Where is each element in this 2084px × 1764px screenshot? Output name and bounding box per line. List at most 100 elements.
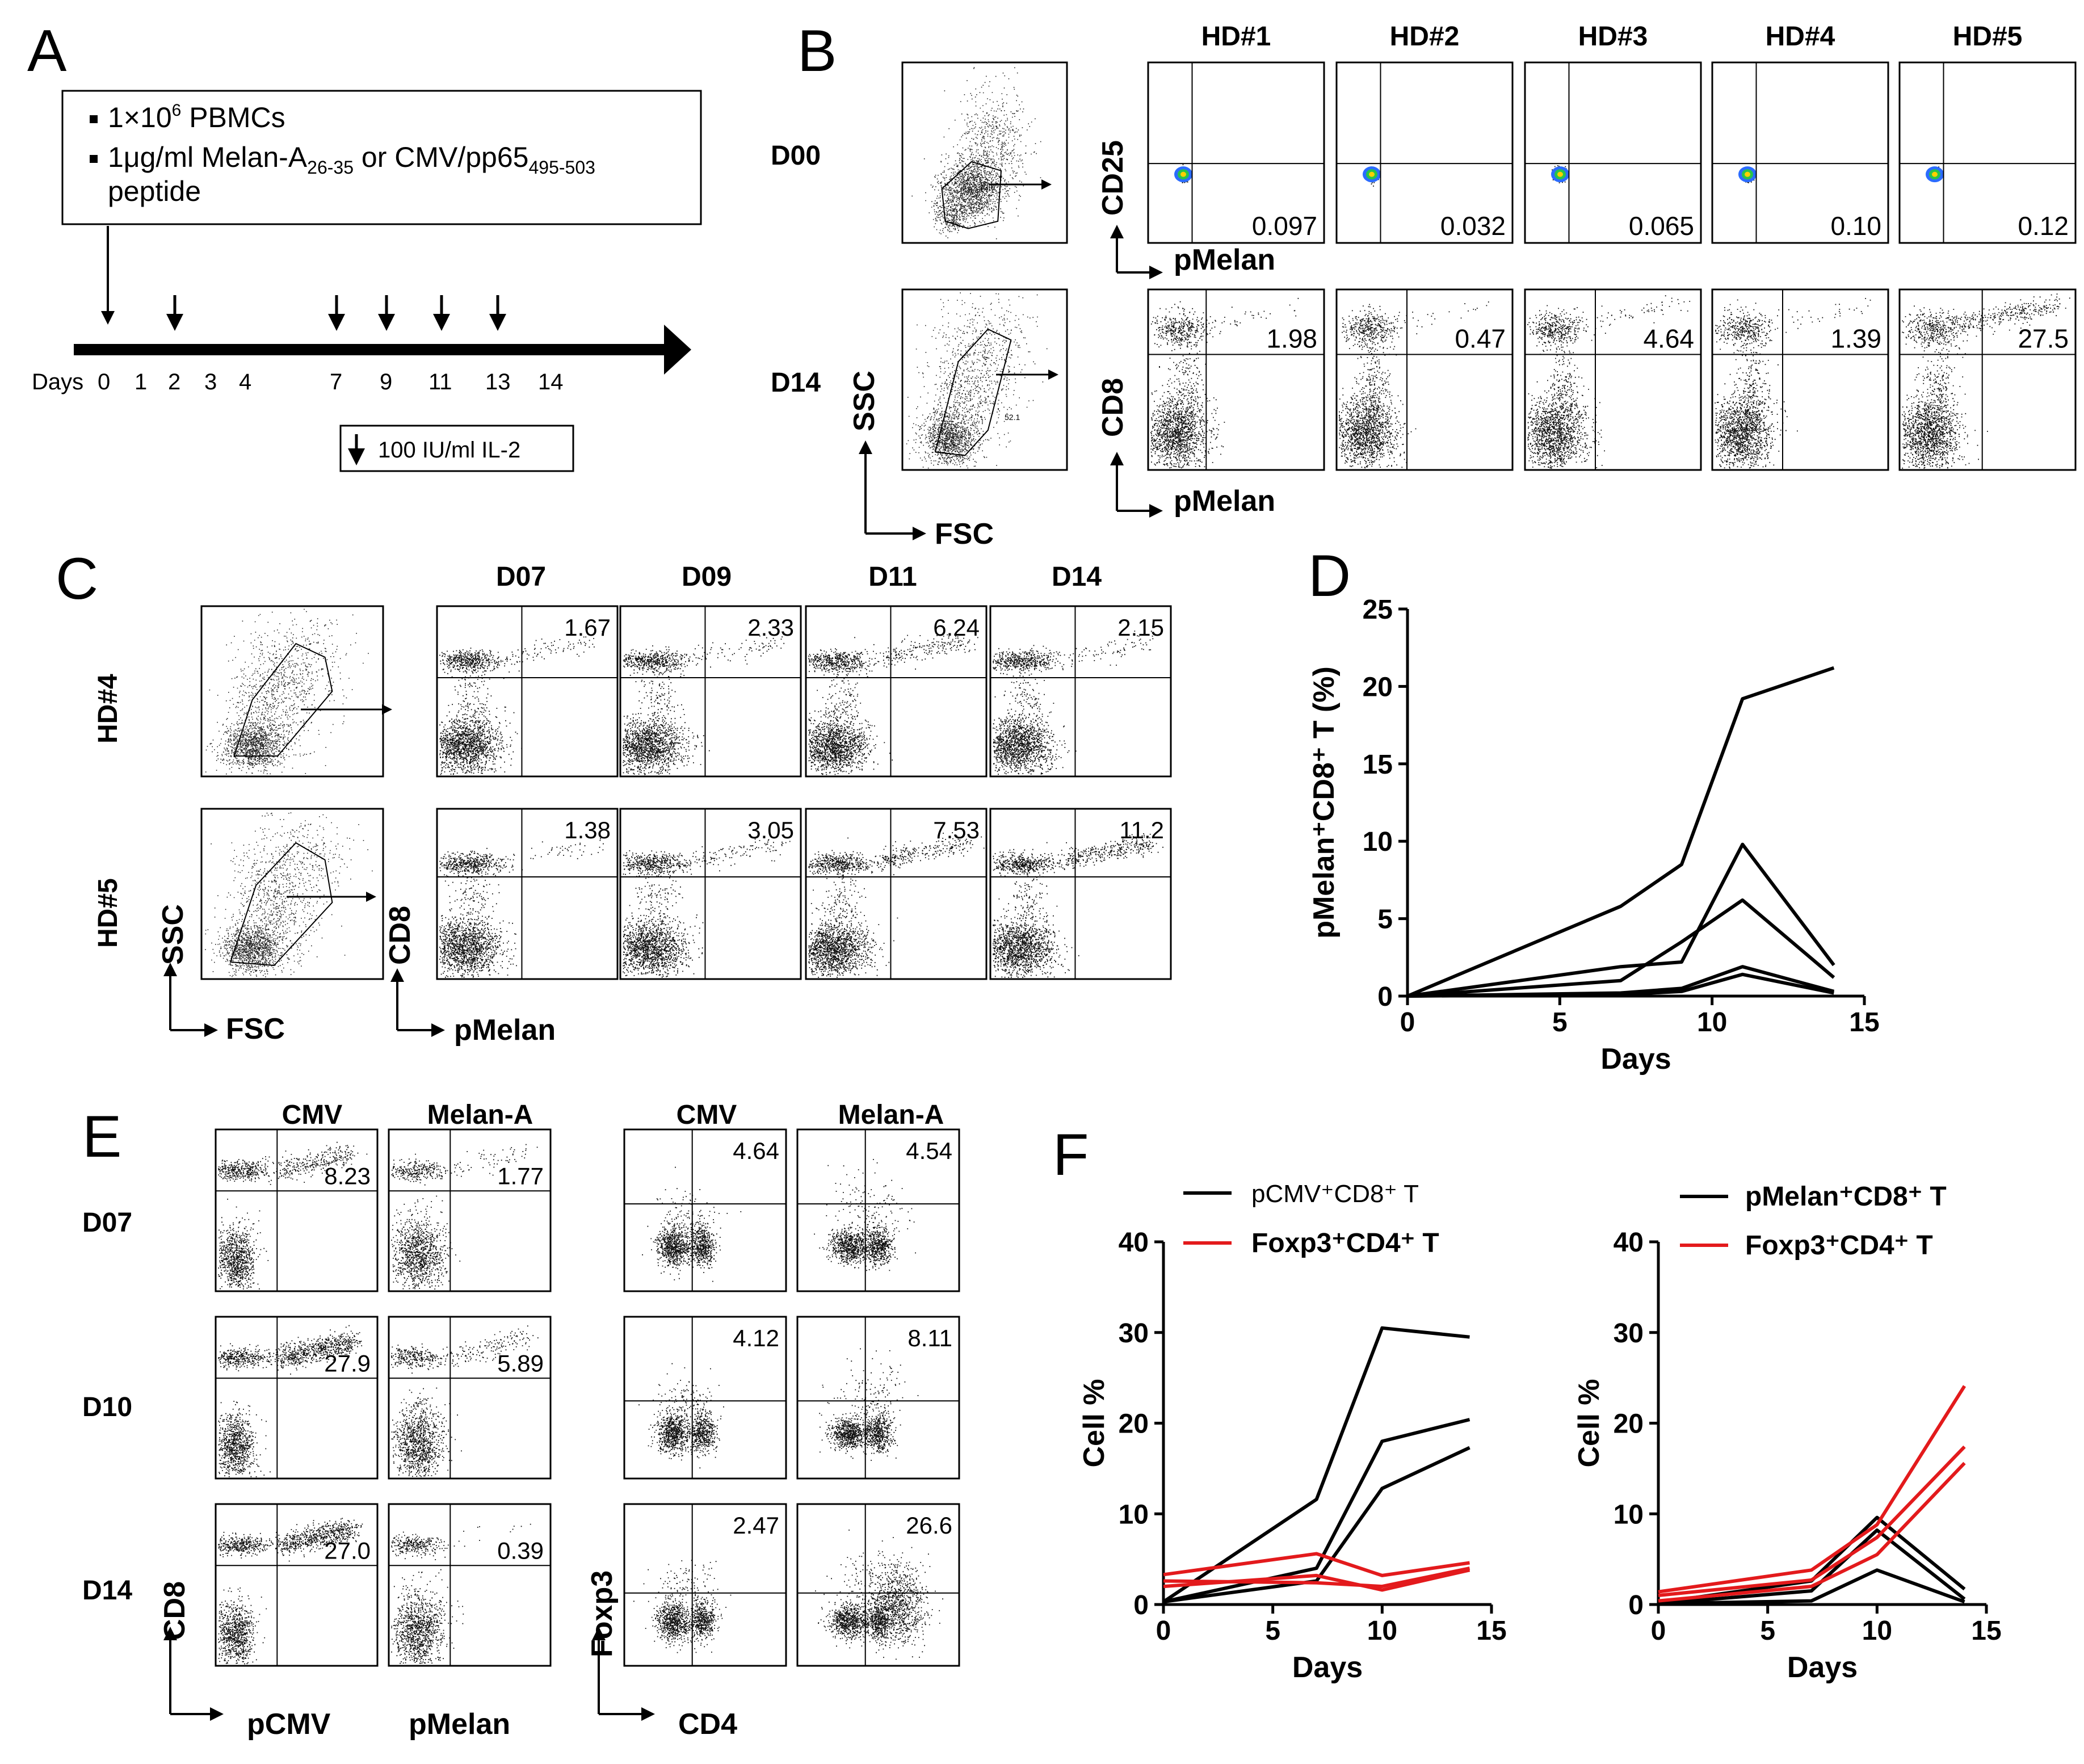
- legend-label: Foxp3⁺CD4⁺ T: [1745, 1230, 1933, 1261]
- col-header: CMV: [677, 1100, 737, 1130]
- days-label: Days: [32, 369, 83, 394]
- series-line: [1407, 898, 1835, 998]
- x-tick-label: 15: [1849, 1007, 1879, 1038]
- y-tick-label: 0: [1377, 982, 1393, 1012]
- ssc-axis-label: SSC: [157, 904, 190, 965]
- flow-plot: 4.64: [1524, 288, 1702, 471]
- fsc-ssc-plot-d00: [901, 61, 1068, 244]
- flow-plot: 27.9: [215, 1316, 379, 1480]
- density-blob: [1369, 171, 1375, 177]
- flow-plot: 0.065: [1524, 61, 1702, 244]
- plot-frame: [388, 1503, 552, 1667]
- il2-arrows: [166, 295, 506, 331]
- y-tick-label: 40: [1119, 1228, 1149, 1258]
- day-label: 14: [538, 369, 564, 394]
- flow-plot: 1.98: [1147, 288, 1325, 471]
- chart-f-left: 0 5 10 15 0 10 20 30 40 Days Cell %: [1078, 1228, 1507, 1684]
- quadrant-value: 27.9: [324, 1350, 371, 1376]
- quadrant-value: 2.33: [747, 614, 794, 641]
- series-line: [1163, 1418, 1470, 1604]
- y-tick-label: 30: [1614, 1318, 1644, 1349]
- panel-c: C HD#4 HD#5 D07 D09 D11 D14 SSC FSC 1.67…: [56, 546, 1172, 1047]
- day-label: 2: [168, 369, 180, 394]
- quadrant-value: 4.64: [733, 1137, 779, 1164]
- y-tick-label: 20: [1363, 672, 1393, 702]
- scatter-dots: [642, 1166, 742, 1282]
- col-header: CMV: [282, 1100, 343, 1130]
- pmelan-axis-label: pMelan: [1174, 485, 1275, 518]
- plot-frame: [623, 1503, 787, 1667]
- x-tick-label: 10: [1862, 1616, 1892, 1646]
- panel-d: D 0 5 10 15 0 5 10 15 20 25 Days pMelan⁺CD8⁺ T (%): [1308, 543, 1880, 1076]
- plot-frame: [623, 1316, 787, 1480]
- plot-frame: [1898, 61, 2077, 244]
- pmelan-axis-label: pMelan: [454, 1014, 556, 1047]
- flow-plot: 1.77: [388, 1128, 552, 1292]
- flow-plot: 0.097: [1147, 61, 1325, 244]
- y-tick-label: 0: [1628, 1590, 1644, 1620]
- series-line: [1163, 1568, 1470, 1592]
- x-tick-label: 10: [1367, 1616, 1397, 1646]
- donor-header: HD#4: [1766, 22, 1835, 52]
- quadrant-value: 0.12: [2018, 211, 2069, 241]
- gate-value: 52.1: [1005, 413, 1020, 422]
- fsc-ssc-plot-hd5: [200, 808, 384, 980]
- plot-frame: [436, 605, 619, 778]
- flow-plot: 3.05: [619, 808, 802, 980]
- y-axis-label: Cell %: [1078, 1379, 1111, 1467]
- panel-a: A 1×106 PBMCs 1μg/ml Melan-A26-35 or CMV…: [27, 18, 702, 472]
- gate-outline: [934, 328, 1012, 456]
- quadrant-value: 11.2: [1119, 817, 1164, 843]
- scatter-dots: [623, 635, 785, 775]
- x-tick-label: 5: [1760, 1616, 1775, 1646]
- y-tick-label: 10: [1363, 827, 1393, 857]
- y-tick-label: 30: [1119, 1318, 1149, 1349]
- plot-frame: [388, 1128, 552, 1292]
- quadrant-value: 4.12: [733, 1325, 779, 1351]
- flow-plot: 27.0: [215, 1503, 379, 1667]
- panel-c-label: C: [56, 546, 98, 612]
- panel-a-label: A: [27, 18, 67, 84]
- density-blob: [1745, 171, 1750, 177]
- panel-f: F pCMV⁺CD8⁺ T Foxp3⁺CD4⁺ T pMelan⁺CD8⁺ T…: [1053, 1122, 2002, 1684]
- scatter-dots: [1902, 293, 2070, 469]
- y-tick-label: 20: [1119, 1409, 1149, 1439]
- fsc-axis-label: FSC: [226, 1013, 285, 1045]
- day-header: D14: [1052, 562, 1102, 592]
- day-label: 7: [330, 369, 342, 394]
- row-label: D07: [82, 1208, 132, 1238]
- donor-header: HD#2: [1390, 22, 1460, 52]
- scatter-dots: [808, 832, 985, 978]
- day-header: D11: [868, 562, 917, 592]
- plot-frame: [1335, 288, 1514, 471]
- flow-plot: 11.2: [989, 808, 1172, 980]
- plot-frame: [623, 1128, 787, 1292]
- flow-plot: 1.38: [436, 808, 619, 980]
- gate-polygon: [911, 67, 1041, 240]
- scatter-dots: [993, 631, 1154, 775]
- row-label-hd5: HD#5: [93, 878, 123, 948]
- day-label: 0: [98, 369, 110, 394]
- series-line: [1163, 1552, 1470, 1577]
- plot-frame: [1524, 61, 1702, 244]
- protocol-line-2: 1μg/ml Melan-A26-35 or CMV/pp65495-503: [108, 141, 595, 178]
- scatter-dots: [1715, 298, 1871, 469]
- panel-b-label: B: [797, 18, 837, 84]
- quadrant-value: 4.64: [1643, 324, 1694, 353]
- plot-frame: [1335, 61, 1514, 244]
- quadrant-value: 1.38: [564, 817, 611, 843]
- day-label: 4: [239, 369, 251, 394]
- fsc-axis-label: FSC: [935, 518, 994, 551]
- donor-header: HD#1: [1201, 22, 1271, 52]
- protocol-line-1: 1×106 PBMCs: [108, 101, 285, 133]
- day-header: D07: [496, 562, 546, 592]
- quadrant-value: 0.065: [1629, 211, 1694, 241]
- cd25-axis-label: CD25: [1096, 140, 1129, 216]
- plot-frame: [1711, 61, 1889, 244]
- x-tick-label: 5: [1265, 1616, 1280, 1646]
- donor-header: HD#3: [1578, 22, 1648, 52]
- plot-frame: [1147, 61, 1325, 244]
- scatter-dots: [205, 608, 369, 775]
- quadrant-value: 3.05: [747, 817, 794, 843]
- pmelan-quadrant-plots: 0.097 1.98 0.032 0.47 0.065 4.64 0.10 1.39 0.12 2…: [1147, 61, 2077, 471]
